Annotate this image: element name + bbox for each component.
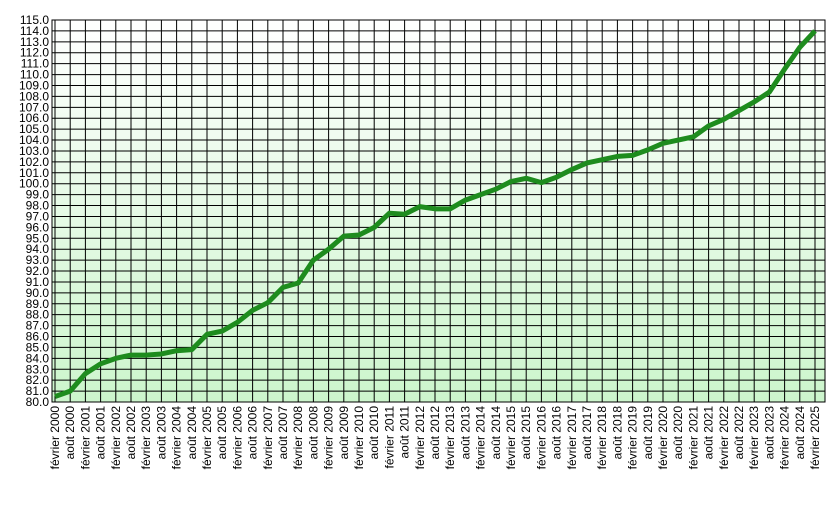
y-tick-label: 103.0 [19, 144, 49, 158]
x-tick-label: février 2000 [48, 406, 62, 470]
y-tick-label: 99.0 [26, 188, 50, 202]
y-tick-label: 98.0 [26, 199, 50, 213]
y-tick-label: 112.0 [20, 46, 49, 60]
x-tick-label: août 2002 [124, 406, 138, 460]
x-tick-label: août 2008 [306, 406, 320, 460]
y-tick-label: 95.0 [26, 231, 50, 245]
y-tick-label: 80.0 [26, 395, 50, 409]
x-tick-label: février 2021 [686, 406, 700, 470]
x-tick-label: février 2013 [443, 406, 457, 470]
x-tick-label: août 2023 [762, 406, 776, 460]
x-tick-label: février 2018 [595, 406, 609, 470]
x-tick-label: février 2003 [139, 406, 153, 470]
y-tick-label: 92.0 [26, 264, 50, 278]
x-tick-label: août 2014 [489, 406, 503, 460]
y-tick-label: 101.0 [19, 166, 49, 180]
x-tick-label: février 2017 [565, 406, 579, 470]
x-tick-label: février 2001 [78, 406, 92, 470]
y-tick-label: 87.0 [26, 319, 50, 333]
y-tick-label: 97.0 [26, 209, 50, 223]
x-tick-label: août 2020 [671, 406, 685, 460]
y-tick-label: 109.0 [19, 78, 49, 92]
y-tick-label: 107.0 [19, 100, 49, 114]
x-tick-label: février 2007 [261, 406, 275, 470]
y-tick-label: 90.0 [26, 286, 50, 300]
y-tick-label: 108.0 [19, 89, 49, 103]
x-tick-label: août 2022 [732, 406, 746, 460]
line-series [54, 29, 817, 399]
x-tick-label: février 2019 [626, 406, 640, 470]
x-tick-label: août 2003 [154, 406, 168, 460]
x-tick-label: février 2005 [200, 406, 214, 470]
x-tick-label: août 2017 [580, 406, 594, 460]
y-tick-label: 94.0 [26, 242, 50, 256]
y-tick-label: 91.0 [26, 275, 50, 289]
y-tick-label: 114.0 [20, 24, 49, 38]
x-tick-label: février 2025 [808, 406, 822, 470]
x-tick-label: février 2023 [747, 406, 761, 470]
x-tick-label: août 2001 [94, 406, 108, 460]
x-tick-label: février 2012 [413, 406, 427, 470]
x-tick-label: février 2024 [778, 406, 792, 470]
y-tick-label: 111.0 [21, 57, 50, 71]
y-tick-label: 113.0 [20, 35, 49, 49]
x-tick-label: février 2002 [109, 406, 123, 470]
y-tick-label: 85.0 [26, 340, 50, 354]
y-tick-label: 88.0 [26, 308, 50, 322]
y-tick-label: 100.0 [19, 177, 49, 191]
x-tick-label: février 2006 [230, 406, 244, 470]
y-tick-label: 106.0 [19, 111, 49, 125]
x-tick-label: février 2015 [504, 406, 518, 470]
y-tick-label: 86.0 [26, 330, 50, 344]
y-tick-label: 82.0 [26, 373, 50, 387]
y-tick-label: 115.0 [20, 13, 49, 27]
y-tick-label: 110.0 [20, 68, 49, 82]
y-tick-label: 105.0 [19, 122, 49, 136]
y-tick-label: 81.0 [26, 384, 50, 398]
x-tick-label: août 2013 [458, 406, 472, 460]
x-tick-label: février 2022 [717, 406, 731, 470]
x-tick-label: février 2014 [474, 406, 488, 470]
x-tick-label: août 2005 [215, 406, 229, 460]
x-tick-label: août 2012 [428, 406, 442, 460]
y-tick-label: 96.0 [26, 220, 50, 234]
y-tick-label: 102.0 [19, 155, 49, 169]
x-tick-label: août 2004 [185, 406, 199, 460]
x-tick-label: février 2016 [534, 406, 548, 470]
y-tick-label: 89.0 [26, 297, 50, 311]
x-tick-label: août 2015 [519, 406, 533, 460]
x-tick-label: août 2016 [550, 406, 564, 460]
x-tick-label: février 2010 [352, 406, 366, 470]
y-tick-label: 83.0 [26, 362, 50, 376]
x-tick-label: août 2024 [793, 406, 807, 460]
x-tick-label: août 2011 [398, 406, 412, 459]
x-tick-label: février 2008 [291, 406, 305, 470]
y-tick-label: 104.0 [19, 133, 49, 147]
x-tick-label: août 2007 [276, 406, 290, 460]
y-tick-label: 93.0 [26, 253, 50, 267]
x-tick-label: février 2009 [322, 406, 336, 470]
x-tick-label: février 2004 [170, 406, 184, 470]
x-tick-label: août 2000 [63, 406, 77, 460]
y-tick-label: 84.0 [26, 351, 50, 365]
x-tick-label: février 2020 [656, 406, 670, 470]
x-tick-label: août 2009 [337, 406, 351, 460]
x-tick-label: août 2010 [367, 406, 381, 460]
x-tick-label: août 2019 [641, 406, 655, 460]
x-tick-label: août 2006 [246, 406, 260, 460]
x-tick-label: août 2021 [702, 406, 716, 460]
x-tick-label: février 2011 [382, 406, 396, 469]
x-tick-label: août 2018 [610, 406, 624, 460]
